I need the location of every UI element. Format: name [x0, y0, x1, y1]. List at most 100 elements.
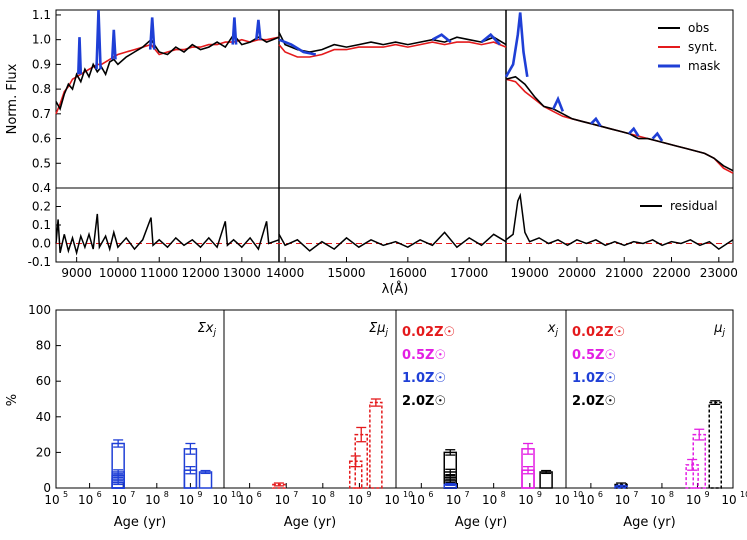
y-tick-label: 0.1	[32, 218, 51, 232]
x-tick-label: 10	[384, 493, 399, 507]
legend-label: residual	[670, 199, 718, 213]
residual-frame	[55, 187, 734, 263]
x-tick-exponent: 8	[501, 490, 506, 499]
residual-panel: -0.1 0.0 0.1 0.2 9000 10000 11000 12000 13000 140…	[28, 187, 738, 297]
x-tick-label: 10	[410, 493, 425, 507]
panel-title-main: Σx	[198, 321, 214, 336]
x-tick-label: 13000	[223, 266, 261, 280]
obs-line	[505, 75, 734, 172]
x-tick-exponent: 10	[403, 490, 413, 499]
flux-panel: 0.4 0.5 0.6 0.7 0.8 0.9 1.0 1.1 Norm. Flux obs syn…	[5, 8, 734, 195]
panel-title-sub: j	[553, 328, 558, 338]
x-tick-exponent: 7	[130, 490, 135, 499]
metallicity-legend-label: 1.0Z☉	[402, 371, 446, 386]
x-tick-label: 15000	[327, 266, 365, 280]
y-tick-label: 60	[36, 374, 51, 388]
x-tick-label: 10	[145, 493, 160, 507]
x-tick-label: 10	[112, 493, 127, 507]
y-tick-label: 0.6	[32, 132, 51, 146]
y-tick-label: 0	[43, 481, 51, 495]
x-tick-exponent: 10	[231, 490, 241, 499]
legend-label: mask	[688, 59, 720, 73]
x-tick-exponent: 8	[164, 490, 169, 499]
x-axis-label: Age (yr)	[284, 515, 336, 530]
sfh-bar	[692, 433, 706, 489]
mask-line	[77, 37, 83, 75]
x-tick-label: 10	[721, 493, 736, 507]
y-tick-label: 80	[36, 339, 51, 353]
x-tick-exponent: 6	[428, 490, 433, 499]
metallicity-legend-label: 0.5Z☉	[402, 348, 446, 363]
x-tick-label: 22000	[652, 266, 690, 280]
x-tick-label: 17000	[450, 266, 488, 280]
y-tick-label: 100	[28, 303, 51, 317]
y-axis-label: Norm. Flux	[5, 63, 20, 134]
y-tick-label: 1.1	[32, 8, 51, 22]
y-tick-label: -0.1	[28, 255, 51, 269]
y-tick-label: 1.0	[32, 33, 51, 47]
metallicity-legend-label: 1.0Z☉	[572, 371, 616, 386]
y-tick-label: 40	[36, 410, 51, 424]
x-tick-label: 23000	[700, 266, 738, 280]
legend-label: obs	[688, 21, 709, 35]
x-tick-label: 10	[686, 493, 701, 507]
metallicity-legend-label: 0.5Z☉	[572, 348, 616, 363]
panel-title-main: μ	[713, 321, 722, 336]
x-tick-label: 10	[554, 493, 569, 507]
x-tick-exponent: 8	[330, 490, 335, 499]
x-axis-label: λ(Å)	[382, 281, 409, 297]
x-tick-exponent: 9	[366, 490, 371, 499]
x-axis-label: Age (yr)	[623, 515, 675, 530]
mask-line	[110, 29, 117, 60]
panel-title: μj	[713, 321, 725, 338]
x-tick-label: 10	[212, 493, 227, 507]
sfh-bar	[539, 471, 553, 489]
x-tick-label: 10000	[99, 266, 137, 280]
sfh-panel-light-fraction: 10 6 10 7 10 8 10 9 10 10xj0.02Z☉0.5Z☉1.0Z☉2.0Z☉A…	[395, 309, 583, 530]
x-tick-label: 10	[275, 493, 290, 507]
flux-frame	[55, 9, 734, 189]
mask-line	[255, 19, 262, 40]
x-tick-exponent: 10	[740, 490, 747, 499]
x-tick-label: 10	[348, 493, 363, 507]
x-tick-exponent: 6	[97, 490, 102, 499]
x-tick-label: 11000	[140, 266, 178, 280]
x-tick-label: 10	[482, 493, 497, 507]
y-tick-label: 0.0	[32, 237, 51, 251]
sfh-bar	[198, 471, 213, 489]
x-tick-exponent: 9	[537, 490, 542, 499]
x-tick-label: 19000	[511, 266, 549, 280]
panel-title-main: x	[547, 321, 556, 336]
y-tick-label: 0.8	[32, 82, 51, 96]
x-tick-exponent: 7	[633, 490, 638, 499]
residual-line	[55, 213, 280, 256]
residual-line	[278, 231, 507, 252]
x-tick-label: 10	[579, 493, 594, 507]
x-tick-label: 10	[446, 493, 461, 507]
x-tick-label: 12000	[181, 266, 219, 280]
mask-line	[231, 17, 238, 45]
metallicity-legend-label: 2.0Z☉	[572, 394, 616, 409]
x-tick-exponent: 7	[464, 490, 469, 499]
x-tick-label: 10	[44, 493, 59, 507]
x-tick-label: 16000	[389, 266, 427, 280]
x-tick-label: 21000	[605, 266, 643, 280]
mask-line	[431, 33, 452, 44]
y-tick-label: 0.5	[32, 156, 51, 170]
panel-title-sub: j	[383, 328, 388, 338]
mask-line	[95, 9, 102, 70]
x-tick-exponent: 10	[573, 490, 583, 499]
x-tick-label: 20000	[558, 266, 596, 280]
x-tick-label: 10	[518, 493, 533, 507]
mask-line	[480, 32, 501, 46]
sfh-frame	[55, 309, 225, 489]
synt-line	[278, 41, 507, 58]
sfh-frame	[565, 309, 734, 489]
mask-line	[590, 116, 602, 127]
x-tick-exponent: 9	[704, 490, 709, 499]
mask-line	[628, 126, 640, 137]
